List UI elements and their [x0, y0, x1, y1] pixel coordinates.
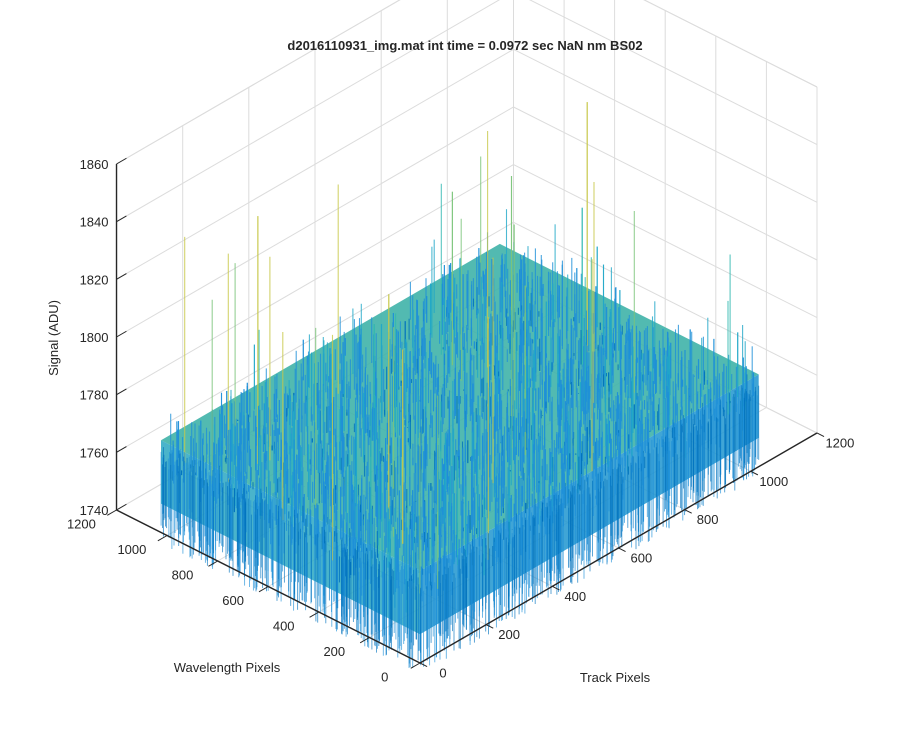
- z-tick-label: 1780: [80, 388, 109, 403]
- x-tick: [552, 585, 560, 591]
- y-tick: [208, 560, 218, 567]
- z-tick-label: 1740: [80, 503, 109, 518]
- surface-mesh: [160, 102, 760, 668]
- grid-line-z: [116, 0, 818, 223]
- y-tick-label: 200: [323, 644, 345, 659]
- x-tick-label: 200: [498, 627, 520, 642]
- z-tick: [116, 503, 127, 511]
- tick-labels: 0 200 400 600 800 1000 1200 0 200 400 600 800 1000 12…: [67, 157, 854, 684]
- y-tick-label: 1000: [117, 542, 146, 557]
- z-tick: [116, 215, 127, 223]
- z-tick-label: 1800: [80, 330, 109, 345]
- y-tick: [309, 611, 320, 618]
- x-tick-label: 1200: [825, 436, 854, 451]
- grid-line-z: [116, 164, 818, 396]
- y-tick-label: 1200: [67, 516, 96, 531]
- y-tick-label: 0: [381, 669, 388, 684]
- y-tick: [258, 586, 269, 593]
- y-tick-label: 600: [222, 593, 244, 608]
- grid-line-z: [116, 48, 818, 280]
- x-axis-label: Track Pixels: [580, 670, 651, 685]
- grid-line-z: [116, 221, 818, 453]
- x-tick-label: 600: [631, 551, 653, 566]
- tick-marks: [107, 157, 825, 669]
- z-tick: [116, 273, 127, 280]
- chart-title: d2016110931_img.mat int time = 0.0972 se…: [287, 38, 642, 53]
- z-tick-label: 1820: [80, 272, 109, 287]
- x-tick-label: 1000: [759, 474, 788, 489]
- x-tick: [816, 432, 825, 437]
- y-tick: [410, 662, 421, 669]
- y-tick-label: 400: [273, 618, 295, 633]
- z-tick: [116, 330, 127, 338]
- y-tick-label: 800: [172, 567, 194, 582]
- z-tick-label: 1860: [80, 157, 109, 172]
- x-tick-label: 0: [439, 666, 446, 681]
- x-tick: [750, 470, 759, 476]
- z-tick-label: 1760: [80, 445, 109, 460]
- y-tick: [107, 509, 117, 516]
- grid-line-z: [116, 106, 818, 338]
- y-tick: [359, 637, 370, 644]
- x-tick-label: 800: [697, 512, 719, 527]
- z-tick: [116, 157, 127, 165]
- x-tick-label: 400: [564, 589, 586, 604]
- x-tick: [485, 624, 494, 629]
- z-axis-label: Signal (ADU): [46, 300, 61, 376]
- z-tick-label: 1840: [80, 215, 109, 230]
- x-tick: [684, 509, 692, 514]
- x-tick: [618, 547, 626, 552]
- x-tick: [419, 662, 428, 668]
- y-axis-label: Wavelength Pixels: [174, 660, 281, 675]
- z-tick: [116, 388, 127, 396]
- grid-top-edge: [116, 0, 818, 165]
- z-tick: [116, 446, 127, 453]
- y-tick: [157, 535, 168, 542]
